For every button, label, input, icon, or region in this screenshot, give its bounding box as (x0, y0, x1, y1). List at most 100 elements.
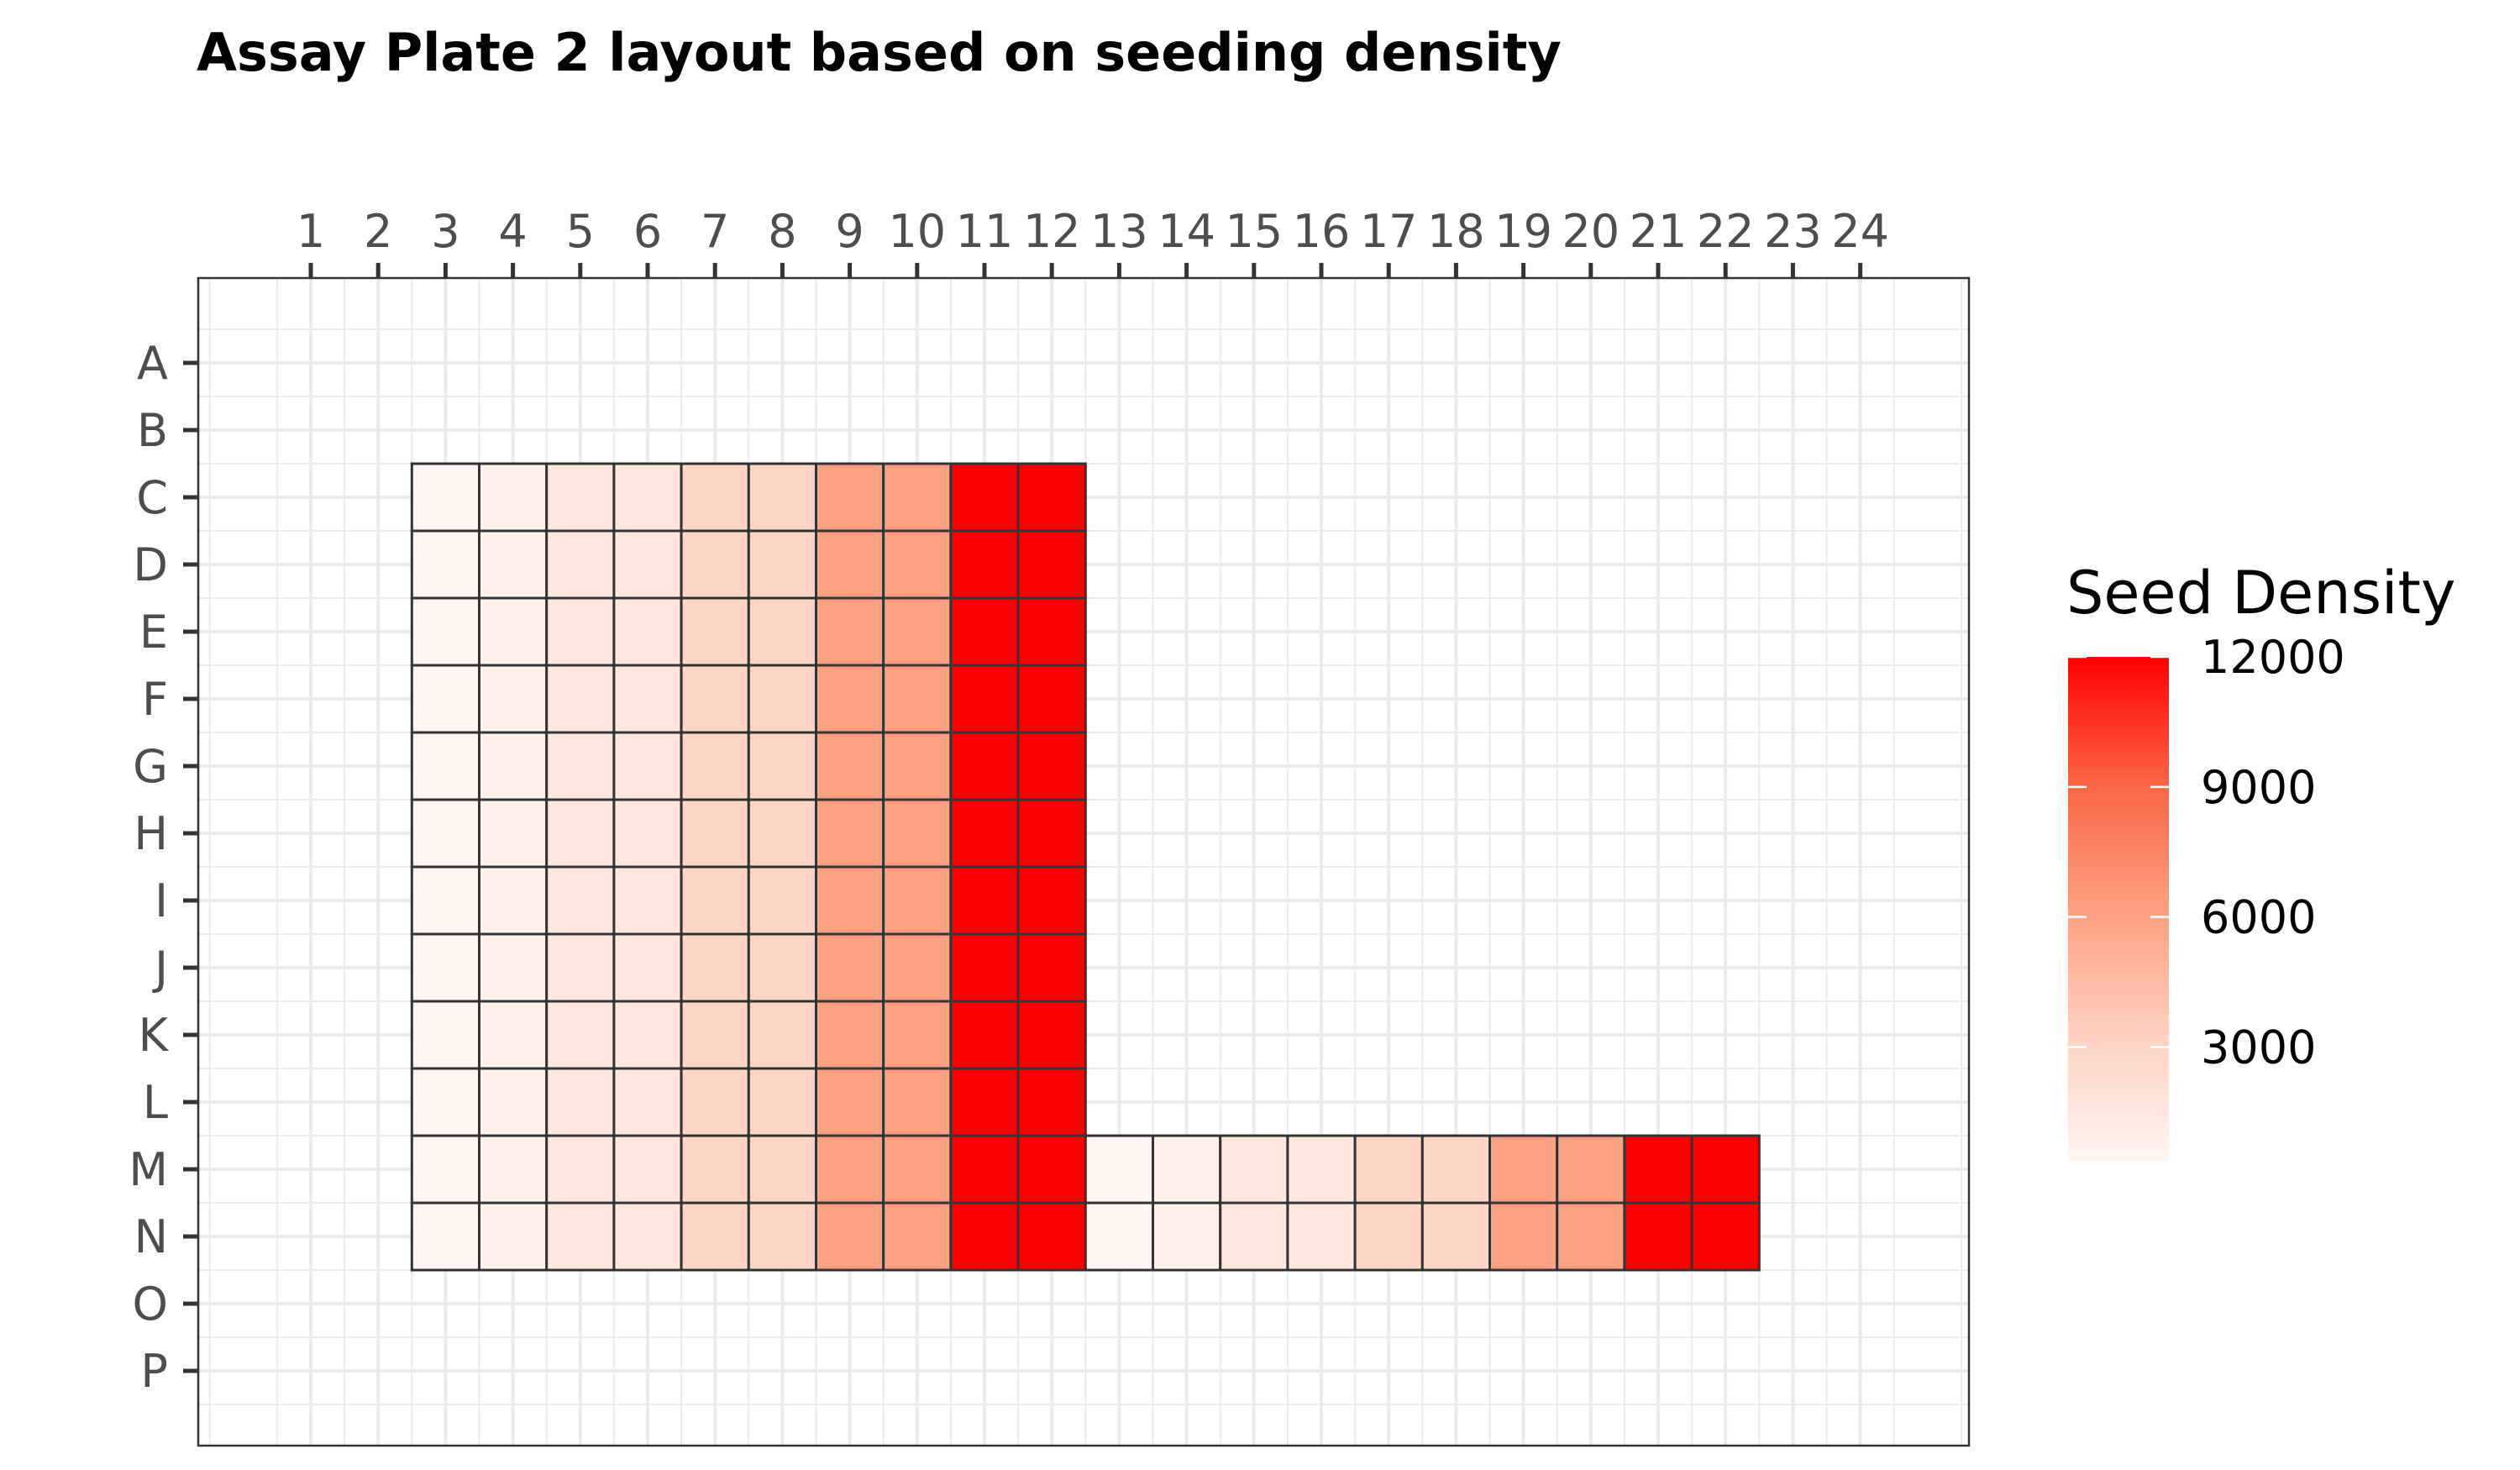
well-cell-H10 (882, 798, 953, 869)
legend-colorbar (2068, 657, 2169, 1161)
well-cell-F6 (612, 664, 683, 734)
well-cell-E9 (815, 596, 885, 667)
well-cell-F10 (882, 664, 953, 734)
well-cell-L3 (410, 1067, 480, 1137)
well-cell-N6 (612, 1201, 683, 1272)
x-tick-label: 13 (1090, 205, 1148, 258)
y-tick-label: I (155, 874, 168, 927)
well-cell-N14 (1152, 1201, 1222, 1272)
well-cell-L7 (680, 1067, 750, 1137)
well-cell-N16 (1286, 1201, 1357, 1272)
well-cell-I5 (545, 865, 616, 936)
well-cell-D8 (747, 529, 817, 600)
x-axis-top: 1 2 3 4 5 6 7 8 9 10 11 12 13 14 15 16 17 18 19 20 21 22 23 24 (297, 205, 1889, 278)
well-cell-G10 (882, 731, 953, 801)
legend-ticks: 12000 9000 6000 3000 (2068, 631, 2345, 1074)
well-cell-M9 (815, 1134, 885, 1205)
legend-label: 3000 (2201, 1021, 2316, 1074)
y-tick-label: C (136, 471, 168, 524)
y-tick-label: D (133, 538, 168, 591)
well-cell-H7 (680, 798, 750, 869)
x-tick-label: 21 (1630, 205, 1688, 258)
well-cell-M16 (1286, 1134, 1357, 1205)
well-cell-M19 (1488, 1134, 1559, 1205)
well-cell-E3 (410, 596, 480, 667)
x-tick-label: 18 (1427, 205, 1485, 258)
well-cell-C4 (478, 462, 549, 533)
x-tick-label: 22 (1697, 205, 1755, 258)
well-cell-G12 (1016, 731, 1087, 801)
well-cell-F11 (949, 664, 1020, 734)
well-cell-F8 (747, 664, 817, 734)
well-cell-M8 (747, 1134, 817, 1205)
well-cell-J4 (478, 932, 549, 1003)
well-cells (410, 462, 1761, 1272)
well-cell-L8 (747, 1067, 817, 1137)
well-cell-N19 (1488, 1201, 1559, 1272)
well-cell-L6 (612, 1067, 683, 1137)
well-cell-N20 (1556, 1201, 1626, 1272)
well-cell-E12 (1016, 596, 1087, 667)
well-cell-D6 (612, 529, 683, 600)
well-cell-N11 (949, 1201, 1020, 1272)
well-cell-F7 (680, 664, 750, 734)
well-cell-K6 (612, 1000, 683, 1070)
x-tick-label: 11 (956, 205, 1014, 258)
legend-label: 6000 (2201, 891, 2316, 944)
well-cell-I11 (949, 865, 1020, 936)
well-cell-J12 (1016, 932, 1087, 1003)
well-cell-M12 (1016, 1134, 1087, 1205)
y-tick-label: L (143, 1076, 168, 1129)
well-cell-N7 (680, 1201, 750, 1272)
well-cell-J3 (410, 932, 480, 1003)
well-cell-D7 (680, 529, 750, 600)
well-cell-I8 (747, 865, 817, 936)
well-cell-K4 (478, 1000, 549, 1070)
well-cell-N21 (1623, 1201, 1693, 1272)
x-tick-label: 5 (566, 205, 595, 258)
well-cell-D11 (949, 529, 1020, 600)
well-cell-G7 (680, 731, 750, 801)
legend-label: 9000 (2201, 761, 2316, 814)
well-cell-N3 (410, 1201, 480, 1272)
y-tick-label: K (139, 1009, 170, 1062)
well-cell-N8 (747, 1201, 817, 1272)
x-tick-label: 6 (633, 205, 662, 258)
x-tick-label: 23 (1764, 205, 1822, 258)
well-cell-M13 (1084, 1134, 1155, 1205)
x-tick-label: 4 (498, 205, 527, 258)
well-cell-G4 (478, 731, 549, 801)
well-cell-D4 (478, 529, 549, 600)
well-cell-G11 (949, 731, 1020, 801)
well-cell-E10 (882, 596, 953, 667)
well-cell-M18 (1420, 1134, 1492, 1205)
well-cell-M6 (612, 1134, 683, 1205)
well-cell-E11 (949, 596, 1020, 667)
well-cell-L11 (949, 1067, 1020, 1137)
y-tick-label: N (134, 1210, 168, 1263)
x-tick-label: 14 (1158, 205, 1215, 258)
well-cell-K8 (747, 1000, 817, 1070)
well-cell-I3 (410, 865, 480, 936)
well-cell-H9 (815, 798, 885, 869)
well-cell-H3 (410, 798, 480, 869)
well-cell-K5 (545, 1000, 616, 1070)
well-cell-N13 (1084, 1201, 1155, 1272)
well-cell-C10 (882, 462, 953, 533)
well-cell-N12 (1016, 1201, 1087, 1272)
well-cell-K12 (1016, 1000, 1087, 1070)
well-cell-H11 (949, 798, 1020, 869)
well-cell-N18 (1420, 1201, 1492, 1272)
well-cell-J7 (680, 932, 750, 1003)
x-tick-label: 16 (1293, 205, 1351, 258)
well-cell-D3 (410, 529, 480, 600)
well-cell-F9 (815, 664, 885, 734)
well-cell-L4 (478, 1067, 549, 1137)
well-cell-G5 (545, 731, 616, 801)
well-cell-M14 (1152, 1134, 1222, 1205)
well-cell-L10 (882, 1067, 953, 1137)
well-cell-I10 (882, 865, 953, 936)
well-cell-C12 (1016, 462, 1087, 533)
